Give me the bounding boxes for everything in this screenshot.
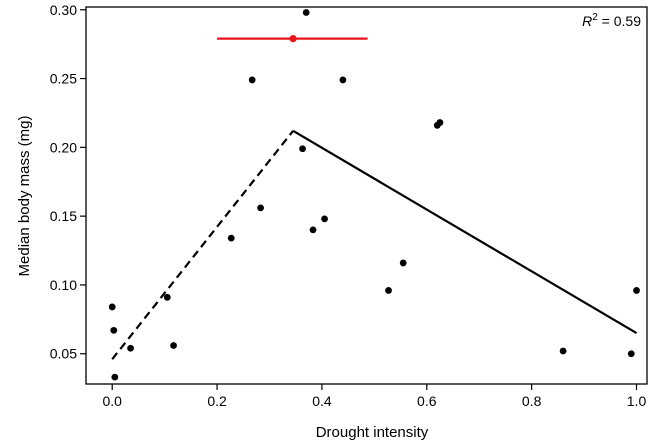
y-tick-label: 0.10 xyxy=(50,277,77,293)
data-point xyxy=(302,9,310,16)
data-points xyxy=(108,9,640,381)
data-point xyxy=(399,259,407,267)
y-axis-ticks: 0.05 0.10 0.15 0.20 0.25 0.30 xyxy=(50,2,86,362)
x-tick-label: 0.6 xyxy=(417,393,437,409)
fit-lines xyxy=(111,129,638,360)
fit-line-right xyxy=(292,129,638,335)
data-point xyxy=(170,342,177,349)
data-point xyxy=(299,145,306,153)
data-point xyxy=(633,287,640,294)
data-point xyxy=(111,373,119,381)
data-point xyxy=(321,215,328,223)
breakpoint-estimate xyxy=(217,35,368,43)
y-axis-title: Median body mass (mg) xyxy=(16,116,33,277)
data-point xyxy=(257,204,264,212)
y-tick-label: 0.15 xyxy=(50,208,77,224)
data-point xyxy=(248,76,256,84)
x-axis-title: Drought intensity xyxy=(316,424,429,441)
breakpoint-point xyxy=(289,35,297,43)
x-tick-label: 0.0 xyxy=(102,393,122,409)
y-tick-label: 0.30 xyxy=(50,2,77,18)
r-squared-annotation: R2 = 0.59 xyxy=(582,12,641,29)
x-tick-label: 0.2 xyxy=(207,393,227,409)
data-point xyxy=(163,293,171,301)
data-point xyxy=(110,326,118,334)
data-point xyxy=(559,347,567,355)
y-tick-label: 0.05 xyxy=(50,346,77,362)
y-tick-label: 0.20 xyxy=(50,139,77,155)
x-tick-label: 0.8 xyxy=(522,393,542,409)
fit-line-left xyxy=(111,130,294,360)
data-point xyxy=(385,287,392,294)
x-tick-label: 0.4 xyxy=(312,393,332,409)
data-point xyxy=(309,226,317,234)
data-point xyxy=(227,234,235,242)
data-point xyxy=(436,119,444,126)
data-point xyxy=(108,303,116,311)
data-point xyxy=(627,350,635,358)
data-point xyxy=(339,76,347,84)
plot-frame xyxy=(85,6,648,385)
data-point xyxy=(127,344,134,352)
x-axis-ticks: 0.0 0.2 0.4 0.6 0.8 1.0 xyxy=(102,384,646,409)
x-tick-label: 1.0 xyxy=(627,393,647,409)
y-tick-label: 0.25 xyxy=(50,71,77,87)
